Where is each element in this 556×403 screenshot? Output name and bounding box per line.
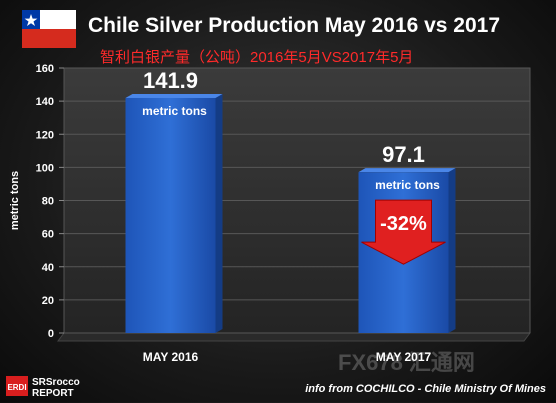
svg-text:REPORT: REPORT [32, 388, 74, 398]
y-tick-label: 0 [48, 328, 54, 340]
svg-text:ERDI: ERDI [7, 383, 26, 392]
bar-value-label: 141.9 [143, 68, 198, 93]
y-tick-label: 160 [36, 63, 54, 75]
bar-unit-label: metric tons [142, 104, 207, 118]
x-tick-label: MAY 2017 [376, 350, 432, 364]
y-tick-label: 120 [36, 129, 54, 141]
srsrocco-report-logo: ERDI SRSrocco REPORT [6, 374, 116, 399]
chart-title: Chile Silver Production May 2016 vs 2017 [88, 14, 501, 37]
down-arrow [361, 199, 446, 265]
y-tick-label: 40 [42, 262, 54, 274]
y-tick-label: 60 [42, 229, 54, 241]
bar-top [125, 93, 223, 98]
bar-unit-label: metric tons [375, 178, 440, 192]
svg-text:SRSrocco: SRSrocco [32, 377, 80, 388]
chart-subtitle: 智利白银产量（公吨）2016年5月VS2017年5月 [100, 49, 414, 66]
watermark: FX678 汇通网 [338, 350, 475, 375]
percent-change-label: -32% [380, 213, 427, 235]
y-axis-label: metric tons [9, 171, 21, 230]
bar-side [448, 168, 456, 333]
bar-side [215, 93, 223, 334]
bar [125, 97, 216, 334]
y-tick-label: 80 [42, 196, 54, 208]
y-tick-label: 140 [36, 96, 54, 108]
bar-value-label: 97.1 [382, 142, 425, 167]
chile-flag-icon [22, 10, 76, 48]
plot-floor [57, 332, 531, 342]
bar-top [358, 168, 456, 173]
source-credit: info from COCHILCO - Chile Ministry Of M… [305, 383, 546, 395]
y-tick-label: 100 [36, 162, 54, 174]
x-tick-label: MAY 2016 [143, 350, 199, 364]
y-tick-label: 20 [42, 295, 54, 307]
